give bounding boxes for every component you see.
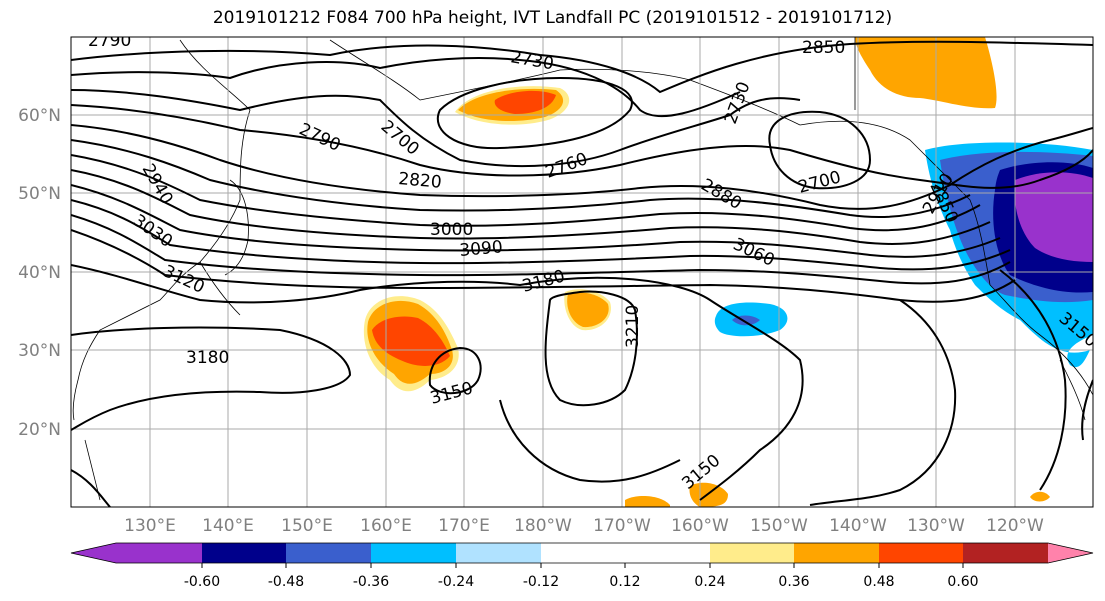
colorbar-tick-label: -0.24 (438, 574, 474, 590)
lon-label: 130°W (907, 516, 965, 536)
lat-label: 40°N (18, 263, 61, 283)
lat-label: 50°N (18, 184, 61, 204)
colorbar-extend-low (71, 543, 116, 563)
lon-label: 130°E (124, 516, 176, 536)
longitude-labels: 130°E 140°E 150°E 160°E 170°E 180°W 170°… (124, 516, 1044, 536)
contour-label: 2820 (398, 169, 443, 193)
colorbar-segment (794, 543, 879, 563)
contour-label: 3210 (623, 305, 643, 348)
lat-label: 30°N (18, 341, 61, 361)
colorbar-tick-label: 0.12 (609, 574, 640, 590)
lon-label: 140°W (829, 516, 887, 536)
lon-label: 180°W (514, 516, 572, 536)
colorbar-tick-label: 0.60 (947, 574, 978, 590)
colorbar-extend-high (1048, 543, 1093, 563)
colorbar-ticks: -0.60 -0.48 -0.36 -0.24 -0.12 0.12 0.24 … (184, 574, 979, 590)
ivt-shading (363, 37, 1093, 507)
lon-label: 160°W (671, 516, 729, 536)
lon-label: 170°E (438, 516, 490, 536)
lon-label: 150°E (281, 516, 333, 536)
contour-label: 2850 (802, 38, 845, 58)
colorbar-tick-label: -0.60 (184, 574, 220, 590)
colorbar-segment (879, 543, 963, 563)
lon-label: 170°W (593, 516, 651, 536)
colorbar-segment (710, 543, 794, 563)
colorbar-segment (456, 543, 541, 563)
colorbar-tick-label: 0.24 (694, 574, 725, 590)
colorbar-segment (541, 543, 625, 563)
colorbar-segment (625, 543, 710, 563)
lon-label: 160°E (360, 516, 412, 536)
colorbar-tick-label: -0.36 (353, 574, 389, 590)
contour-label: 3090 (459, 237, 504, 261)
colorbar (70, 542, 1094, 568)
lat-label: 20°N (18, 420, 61, 440)
colorbar-segment (371, 543, 456, 563)
lat-label: 60°N (18, 106, 61, 126)
lon-label: 140°E (202, 516, 254, 536)
map-title: 2019101212 F084 700 hPa height, IVT Land… (212, 8, 893, 28)
colorbar-segment (202, 543, 286, 563)
lon-label: 150°W (750, 516, 808, 536)
contour-label: 3000 (430, 220, 473, 240)
colorbar-outline (70, 542, 1094, 564)
colorbar-segment (963, 543, 1048, 563)
colorbar-segment (116, 543, 202, 563)
colorbar-tick-label: -0.12 (523, 574, 559, 590)
contour-label: 2790 (88, 31, 131, 51)
latitude-labels: 60°N 50°N 40°N 30°N 20°N (18, 106, 61, 440)
colorbar-tick-label: -0.48 (268, 574, 304, 590)
contour-label: 3180 (186, 348, 229, 368)
lon-label: 120°W (986, 516, 1044, 536)
colorbar-tick-label: 0.36 (778, 574, 809, 590)
colorbar-segment (286, 543, 371, 563)
height-contours (71, 40, 1093, 507)
colorbar-tick-label: 0.48 (863, 574, 894, 590)
map-border (70, 36, 1094, 508)
